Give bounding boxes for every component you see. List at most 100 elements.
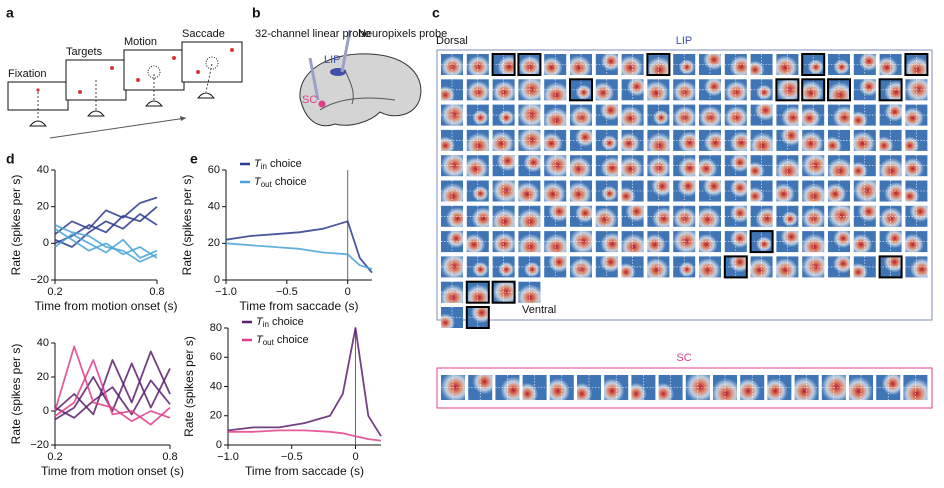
tile-highlight xyxy=(491,280,516,304)
line-series xyxy=(54,213,158,248)
y-tick-label: 60 xyxy=(210,351,222,363)
y-tick-label: 20 xyxy=(208,237,220,249)
line-series xyxy=(228,429,382,442)
y-tick-label: 40 xyxy=(210,380,222,392)
map-title: LIP xyxy=(676,35,693,47)
probe-label: Neuropixels probe xyxy=(358,28,447,40)
legend-subscript: out xyxy=(261,180,273,189)
area-label: SC xyxy=(302,94,317,106)
x-tick-label: 0.8 xyxy=(162,451,177,463)
line-series xyxy=(54,206,158,245)
y-tick-label: 40 xyxy=(37,164,49,176)
legend-label: Tout choice xyxy=(254,176,307,189)
brain-diagram xyxy=(299,29,422,127)
area-label: LIP xyxy=(324,54,341,66)
line-series xyxy=(54,233,158,259)
legend-label: Tout choice xyxy=(256,334,309,347)
task-diagram xyxy=(7,41,243,139)
y-axis-label: Rate (spikes per s) xyxy=(180,175,194,276)
legend-symbol: T xyxy=(256,334,264,346)
screen xyxy=(181,41,243,83)
line-series xyxy=(54,350,171,416)
receptive-fields xyxy=(441,53,929,400)
line-series xyxy=(54,359,171,426)
line-series xyxy=(225,242,373,270)
x-axis-label: Time from motion onset (s) xyxy=(41,464,184,478)
tile-highlight xyxy=(878,78,903,102)
x-tick-label: 0 xyxy=(345,286,351,298)
x-tick-label: −1.0 xyxy=(215,286,237,298)
tile-highlight xyxy=(646,53,671,76)
tile-highlight xyxy=(491,53,516,76)
tile-highlight xyxy=(749,230,774,254)
y-tick-label: 60 xyxy=(208,164,220,176)
y-tick-label: 80 xyxy=(210,322,222,334)
legend-text: choice xyxy=(275,176,307,188)
map-label: Dorsal xyxy=(436,35,468,47)
legend-text: choice xyxy=(277,334,309,346)
line-series xyxy=(54,379,171,419)
x-tick-label: −0.5 xyxy=(276,286,298,298)
panel-label: e xyxy=(190,151,198,167)
tile-highlight xyxy=(904,53,929,76)
task-label: Fixation xyxy=(8,68,47,80)
x-tick-label: 0.2 xyxy=(47,451,62,463)
map-title: SC xyxy=(676,352,691,364)
y-tick-label: −20 xyxy=(30,274,49,286)
task-label: Targets xyxy=(66,46,103,58)
line-series xyxy=(54,227,158,259)
tile-highlight xyxy=(775,78,800,102)
tile-highlight xyxy=(465,280,490,304)
task-label: Saccade xyxy=(182,28,225,40)
line-series xyxy=(54,345,171,423)
legend-subscript: in xyxy=(263,320,269,329)
panel-label: a xyxy=(6,5,14,21)
map-label: Ventral xyxy=(522,304,556,316)
lip-box xyxy=(436,49,933,321)
legend-subscript: in xyxy=(261,162,267,171)
x-tick-label: 0 xyxy=(352,451,358,463)
tile-highlight xyxy=(878,255,903,279)
tile-highlight xyxy=(517,53,542,76)
panel-label: b xyxy=(252,5,261,21)
tile-highlight xyxy=(827,78,851,102)
legend-text: choice xyxy=(270,158,302,170)
y-tick-label: 20 xyxy=(37,371,49,383)
line-series xyxy=(54,224,158,263)
tile-highlight xyxy=(723,255,748,279)
y-axis-label: Rate (spikes per s) xyxy=(9,175,23,276)
y-tick-label: 40 xyxy=(37,337,49,349)
tile-highlight xyxy=(801,78,826,102)
x-tick-label: 0.8 xyxy=(149,286,164,298)
probe-label: 32-channel linear probe xyxy=(255,28,371,40)
legend-label: Tin choice xyxy=(256,316,304,329)
y-tick-label: 0 xyxy=(214,274,220,286)
x-tick-label: −1.0 xyxy=(217,451,239,463)
y-tick-label: 40 xyxy=(208,201,220,213)
task-label: Motion xyxy=(124,36,157,48)
y-tick-label: −20 xyxy=(30,439,49,451)
x-axis-label: Time from saccade (s) xyxy=(245,464,364,478)
x-axis-label: Time from saccade (s) xyxy=(240,299,359,313)
y-axis-label: Rate (spikes per s) xyxy=(9,344,23,445)
line-series xyxy=(227,327,382,437)
legend-symbol: T xyxy=(254,176,262,188)
y-tick-label: 20 xyxy=(210,410,222,422)
panel-label: c xyxy=(432,5,440,21)
line-series xyxy=(54,196,158,235)
x-axis-label: Time from motion onset (s) xyxy=(35,299,178,313)
line-series xyxy=(225,220,373,274)
y-tick-label: 20 xyxy=(37,201,49,213)
legend-label: Tin choice xyxy=(254,158,302,171)
line-series xyxy=(54,362,171,421)
y-axis-label: Rate (spikes per s) xyxy=(182,336,196,437)
panel-label: d xyxy=(6,151,15,167)
x-tick-label: 0.2 xyxy=(47,286,62,298)
legend-symbol: T xyxy=(256,316,264,328)
probe-label: 32-channel linear probe xyxy=(255,28,371,40)
legend-symbol: T xyxy=(254,158,262,170)
tile-highlight xyxy=(801,53,826,76)
legend-text: choice xyxy=(272,316,304,328)
sc-box xyxy=(436,367,933,409)
